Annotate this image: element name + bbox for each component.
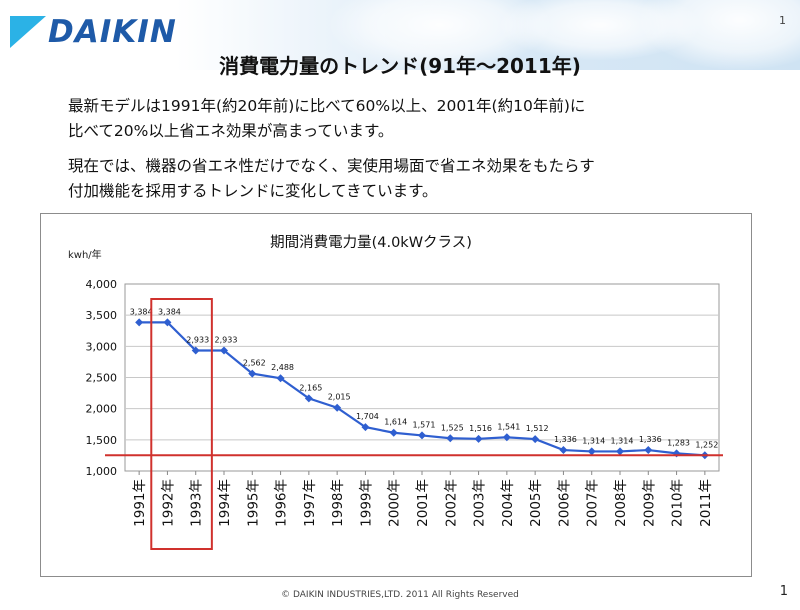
data-point — [135, 318, 144, 327]
daikin-logo-text: DAIKIN — [48, 14, 177, 50]
x-tick-label: 1993年 — [189, 479, 205, 527]
x-tick-label: 2003年 — [472, 479, 488, 527]
x-tick-label: 2009年 — [641, 479, 657, 527]
overlay-layer — [105, 298, 723, 550]
data-point — [389, 428, 398, 437]
x-tick-label: 2007年 — [585, 479, 601, 527]
x-tick-label: 2002年 — [443, 479, 459, 527]
data-label: 2,933 — [215, 336, 238, 345]
data-label: 1,614 — [384, 418, 407, 427]
data-label: 1,525 — [441, 423, 464, 432]
header-sky-banner — [0, 0, 800, 70]
paragraph-2-line-2: 付加機能を採用するトレンドに変化してきています。 — [68, 182, 438, 200]
x-tick-label: 2005年 — [528, 479, 544, 527]
x-tick-label: 2011年 — [698, 479, 714, 527]
data-label: 2,015 — [328, 393, 351, 402]
data-label-layer: 3,384 3,384 2,933 2,933 2,562 2,488 2,165 2,015… — [130, 307, 719, 449]
y-tick-label: 4,000 — [86, 278, 118, 291]
data-point — [248, 369, 257, 378]
page-number-bottom: 1 — [779, 584, 788, 599]
x-tick-label: 1999年 — [358, 479, 374, 527]
data-label: 1,704 — [356, 412, 379, 421]
data-label: 3,384 — [130, 307, 153, 316]
data-label: 1,283 — [667, 438, 690, 447]
x-tick-label: 2008年 — [613, 479, 629, 527]
data-label: 1,541 — [497, 422, 520, 431]
series-layer — [135, 318, 709, 460]
x-tick-label: 2004年 — [500, 479, 516, 527]
axis-layer: 1,000 1,500 2,000 2,500 3,000 3,500 4,000 1991年… — [86, 278, 714, 527]
data-point — [361, 423, 370, 432]
y-tick-label: 3,500 — [86, 309, 118, 322]
data-label: 3,384 — [158, 307, 181, 316]
highlight-box — [150, 298, 213, 550]
page-title: 消費電力量のトレンド(91年～2011年) — [219, 54, 581, 78]
x-tick-label: 1994年 — [217, 479, 233, 527]
data-label: 1,314 — [611, 436, 634, 445]
data-label: 2,488 — [271, 363, 294, 372]
data-point — [644, 446, 653, 455]
x-tick-label: 1997年 — [302, 479, 318, 527]
y-tick-label: 2,500 — [86, 372, 118, 385]
data-point — [163, 318, 172, 327]
data-point — [220, 346, 228, 355]
data-point — [276, 374, 285, 383]
y-tick-label: 3,000 — [86, 340, 118, 353]
data-point — [333, 403, 342, 412]
y-tick-label: 1,000 — [86, 465, 118, 478]
paragraph-2: 現在では、機器の省エネ性だけでなく、実使用場面で省エネ効果をもたらす 付加機能を… — [68, 154, 595, 204]
data-point — [191, 346, 200, 355]
data-point — [587, 447, 596, 456]
data-point — [531, 435, 540, 444]
x-tick-label: 1996年 — [274, 479, 290, 527]
chart-frame: 期間消費電力量(4.0kWクラス) kwh/年 1,000 1,500 2,000 2… — [40, 213, 752, 577]
data-point — [559, 446, 568, 455]
data-point — [418, 431, 426, 440]
data-point — [616, 447, 624, 456]
data-label: 1,512 — [526, 424, 549, 433]
daikin-logo-icon — [10, 16, 46, 48]
copyright-footer: © DAIKIN INDUSTRIES,LTD. 2011 All Rights… — [281, 590, 519, 600]
x-tick-label: 2006年 — [556, 479, 572, 527]
x-tick-label: 1998年 — [330, 479, 346, 527]
x-tick-label: 1992年 — [160, 479, 176, 527]
data-label: 1,314 — [582, 436, 605, 445]
data-label: 2,165 — [299, 383, 322, 392]
data-label: 1,252 — [695, 440, 718, 449]
data-label: 2,933 — [186, 336, 209, 345]
data-label: 1,336 — [639, 435, 662, 444]
data-point — [304, 394, 313, 403]
y-axis-label: kwh/年 — [68, 248, 102, 261]
data-point — [474, 434, 483, 443]
paragraph-2-line-1: 現在では、機器の省エネ性だけでなく、実使用場面で省エネ効果をもたらす — [68, 157, 595, 175]
power-consumption-chart: 期間消費電力量(4.0kWクラス) kwh/年 1,000 1,500 2,000 2… — [68, 234, 723, 550]
data-point — [446, 434, 455, 443]
data-point — [502, 433, 511, 442]
paragraph-1: 最新モデルは1991年(約20年前)に比べて60%以上、2001年(約10年前)… — [68, 94, 585, 144]
data-label: 1,516 — [469, 424, 492, 433]
paragraph-1-line-1: 最新モデルは1991年(約20年前)に比べて60%以上、2001年(約10年前)… — [68, 97, 586, 115]
y-tick-label: 2,000 — [86, 403, 118, 416]
paragraph-1-line-2: 比べて20%以上省エネ効果が高まっています。 — [68, 122, 394, 140]
x-tick-label: 2001年 — [415, 479, 431, 527]
x-tick-label: 1995年 — [245, 479, 261, 527]
y-tick-label: 1,500 — [86, 434, 118, 447]
data-label: 1,336 — [554, 435, 577, 444]
data-point — [672, 449, 681, 458]
chart-title: 期間消費電力量(4.0kWクラス) — [270, 234, 472, 251]
grid-layer — [124, 283, 720, 472]
x-tick-label: 2000年 — [387, 479, 403, 527]
data-label: 2,562 — [243, 359, 266, 368]
x-tick-label: 2010年 — [670, 479, 686, 527]
x-tick-label: 1991年 — [132, 479, 148, 527]
page-number-top: 1 — [779, 14, 786, 27]
data-label: 1,571 — [413, 420, 436, 429]
